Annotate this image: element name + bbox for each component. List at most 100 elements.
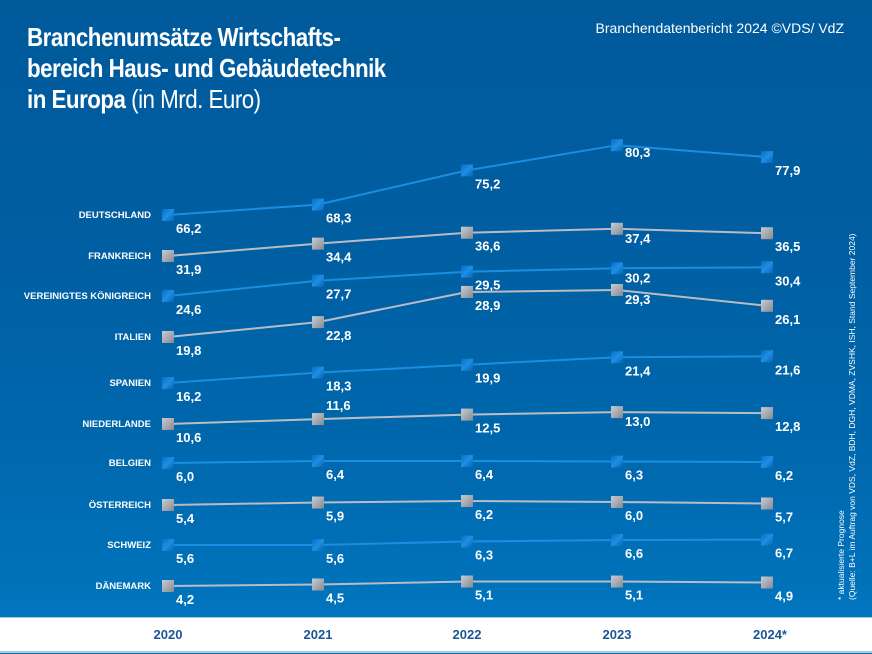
- data-point-marker: [611, 351, 623, 364]
- series-dänemark: DÄNEMARK 4,2 4,5 5,1 5,1 4,9: [96, 575, 793, 607]
- source-citation: (Quelle: B+L im Auftrag von VDS, VdZ, BD…: [847, 233, 857, 600]
- series-layer: DEUTSCHLAND 66,2 68,3 75,2 80,3 77,9 FRANKREIC…: [24, 139, 801, 607]
- data-value-label: 34,4: [326, 250, 352, 265]
- series-label: ITALIEN: [115, 332, 151, 343]
- data-point-marker: [611, 575, 623, 588]
- data-value-label: 21,4: [625, 363, 651, 378]
- data-value-label: 19,8: [176, 343, 201, 358]
- x-tick-label: 2020: [153, 627, 183, 642]
- data-value-label: 18,3: [326, 379, 351, 394]
- data-point-marker: [761, 299, 773, 312]
- data-value-label: 12,5: [475, 421, 500, 436]
- data-value-label: 29,3: [625, 292, 650, 307]
- data-value-label: 22,8: [326, 328, 351, 343]
- series-österreich: ÖSTERREICH 5,4 5,9 6,2 6,0 5,7: [89, 495, 793, 526]
- data-point-marker: [761, 151, 773, 164]
- title-line-2: bereich Haus- und Gebäudetechnik: [27, 53, 386, 83]
- data-value-label: 5,6: [326, 551, 344, 566]
- data-value-label: 6,4: [326, 467, 345, 482]
- x-axis-bar: 2020 2021 2022 2023 2024*: [0, 617, 872, 653]
- data-value-label: 80,3: [625, 145, 650, 160]
- series-vereinigtes-königreich: VEREINIGTES KÖNIGREICH 24,6 27,7 29,5 30,2 30…: [24, 261, 801, 317]
- data-point-marker: [461, 575, 473, 588]
- title-bold: in Europa: [27, 84, 126, 114]
- data-point-marker: [162, 457, 174, 469]
- data-point-marker: [162, 539, 174, 551]
- data-value-label: 66,2: [176, 221, 201, 236]
- series-schweiz: SCHWEIZ 5,6 5,6 6,3 6,6 6,7: [107, 533, 793, 566]
- data-value-label: 75,2: [475, 176, 500, 191]
- series-frankreich: FRANKREICH 31,9 34,4 36,6 37,4 36,5: [88, 222, 800, 277]
- data-point-marker: [761, 456, 773, 469]
- data-value-label: 6,6: [625, 546, 643, 561]
- data-value-label: 4,2: [176, 592, 194, 607]
- data-value-label: 5,6: [176, 551, 194, 566]
- data-value-label: 16,2: [176, 389, 201, 404]
- data-value-label: 4,5: [326, 591, 344, 606]
- data-point-marker: [162, 209, 174, 221]
- data-value-label: 5,4: [176, 511, 195, 526]
- data-point-marker: [162, 331, 174, 343]
- x-tick-label: 2022: [452, 627, 482, 642]
- data-point-marker: [312, 366, 324, 379]
- data-point-marker: [162, 377, 174, 389]
- data-value-label: 24,6: [176, 302, 201, 317]
- data-value-label: 12,8: [775, 419, 800, 434]
- series-label: SCHWEIZ: [107, 540, 151, 551]
- data-point-marker: [611, 406, 623, 419]
- data-point-marker: [162, 418, 174, 430]
- data-point-marker: [312, 237, 324, 250]
- data-value-label: 6,7: [775, 546, 793, 561]
- data-value-label: 6,0: [176, 469, 194, 484]
- data-value-label: 6,3: [625, 468, 643, 483]
- data-value-label: 6,3: [475, 548, 493, 563]
- data-point-marker: [611, 455, 623, 468]
- data-value-label: 4,9: [775, 589, 793, 604]
- data-value-label: 77,9: [775, 163, 800, 178]
- data-value-label: 5,1: [625, 588, 643, 603]
- data-value-label: 5,7: [775, 510, 793, 525]
- data-value-label: 5,9: [326, 509, 344, 524]
- data-point-marker: [611, 534, 623, 547]
- data-value-label: 36,6: [475, 239, 500, 254]
- data-value-label: 68,3: [326, 211, 351, 226]
- data-point-marker: [162, 499, 174, 511]
- data-value-label: 27,7: [326, 287, 351, 302]
- series-label: VEREINIGTES KÖNIGREICH: [24, 291, 151, 302]
- data-value-label: 5,1: [475, 588, 493, 603]
- series-line: [167, 144, 768, 216]
- data-value-label: 21,6: [775, 362, 800, 377]
- source-note: * aktualisierte Prognose (Quelle: B+L im…: [836, 200, 858, 600]
- data-point-marker: [461, 265, 473, 278]
- series-label: NIEDERLANDE: [82, 419, 151, 430]
- data-point-marker: [761, 576, 773, 589]
- data-point-marker: [312, 198, 324, 211]
- data-point-marker: [312, 274, 324, 287]
- data-value-label: 11,6: [326, 398, 351, 413]
- data-point-marker: [761, 350, 773, 363]
- data-point-marker: [761, 533, 773, 546]
- data-value-label: 19,9: [475, 371, 500, 386]
- series-label: ÖSTERREICH: [89, 500, 151, 511]
- series-niederlande: NIEDERLANDE 10,6 11,6 12,5 13,0 12,8: [82, 398, 800, 445]
- data-point-marker: [461, 408, 473, 421]
- data-value-label: 30,2: [625, 270, 650, 285]
- data-point-marker: [461, 495, 473, 508]
- data-point-marker: [461, 285, 473, 298]
- data-value-label: 36,5: [775, 239, 800, 254]
- data-value-label: 6,4: [475, 467, 494, 482]
- data-point-marker: [611, 262, 623, 275]
- title-unit: (in Mrd. Euro): [125, 84, 261, 114]
- title-line-1: Branchenumsätze Wirtschafts-: [27, 22, 341, 52]
- data-value-label: 6,2: [475, 507, 493, 522]
- credit-text: Branchendatenbericht 2024 ©VDS/ VdZ: [595, 20, 844, 36]
- series-label: DEUTSCHLAND: [79, 210, 151, 221]
- data-point-marker: [312, 496, 324, 509]
- data-point-marker: [761, 407, 773, 420]
- data-value-label: 29,5: [475, 278, 500, 293]
- data-point-marker: [611, 222, 623, 235]
- series-belgien: BELGIEN 6,0 6,4 6,4 6,3 6,2: [109, 455, 793, 484]
- data-point-marker: [461, 455, 473, 468]
- x-tick-label: 2021: [303, 627, 333, 642]
- data-point-marker: [312, 455, 324, 468]
